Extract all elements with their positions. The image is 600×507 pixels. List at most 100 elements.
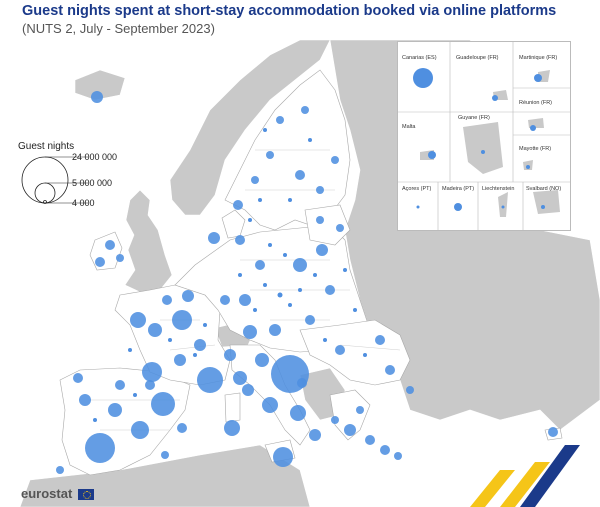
bubble — [145, 380, 155, 390]
bubble — [492, 95, 498, 101]
bubble — [208, 232, 220, 244]
bubble — [501, 205, 505, 209]
bubble — [548, 427, 558, 437]
bubble — [336, 224, 344, 232]
legend-value-large: 24 000 000 — [72, 152, 118, 162]
bubble — [130, 312, 146, 328]
bubble — [331, 416, 339, 424]
bubble — [172, 310, 192, 330]
bubble — [91, 91, 103, 103]
bubble — [105, 240, 115, 250]
inset-label-malta: Malta — [402, 124, 416, 130]
bubble — [416, 205, 420, 209]
bubble — [356, 406, 364, 414]
bubble — [316, 216, 324, 224]
eurostat-logo-text: eurostat — [21, 486, 73, 501]
bubble — [235, 235, 245, 245]
bubble — [142, 362, 162, 382]
bubble — [335, 345, 345, 355]
inset-label-mayotte: Mayotte (FR) — [519, 146, 552, 152]
bubble — [79, 394, 91, 406]
bubble — [316, 186, 324, 194]
bubble — [148, 323, 162, 337]
bubble — [95, 257, 105, 267]
bubbles — [56, 91, 558, 474]
legend-value-small: 4 000 — [72, 198, 95, 208]
bubble — [530, 125, 536, 131]
bubble — [73, 373, 83, 383]
bubble — [151, 392, 175, 416]
bubble — [233, 371, 247, 385]
bubble — [262, 397, 278, 413]
bubble — [309, 429, 321, 441]
bubble — [243, 325, 257, 339]
bubble — [325, 285, 335, 295]
bubble — [534, 74, 542, 82]
bubble — [297, 378, 307, 388]
inset-panel: Canarias (ES) Guadeloupe (FR) Martinique… — [397, 41, 571, 231]
bubble — [406, 386, 414, 394]
bubble — [220, 295, 230, 305]
inset-label-canarias: Canarias (ES) — [402, 55, 437, 61]
bubble — [331, 156, 339, 164]
bubble — [182, 290, 194, 302]
inset-grid — [398, 42, 570, 230]
bubble — [290, 405, 306, 421]
bubble — [295, 170, 305, 180]
bubble — [56, 466, 64, 474]
bubble — [255, 353, 269, 367]
bubble — [526, 165, 530, 169]
legend-title: Guest nights — [18, 141, 75, 152]
bubble — [293, 258, 307, 272]
bubble — [197, 367, 223, 393]
bubble — [255, 260, 265, 270]
inset-label-liechtenstein: Liechtenstein — [482, 186, 515, 192]
bubble — [251, 176, 259, 184]
bubble — [194, 339, 206, 351]
inset-label-svalbard: Svalbard (NO) — [526, 186, 562, 192]
bubble — [394, 452, 402, 460]
bubble — [115, 380, 125, 390]
bubble — [454, 203, 462, 211]
bubble — [266, 151, 274, 159]
eurostat-stripes — [470, 445, 580, 507]
bubble — [385, 365, 395, 375]
eurostat-logo: eurostat — [21, 486, 94, 501]
inset-label-reunion: Réunion (FR) — [519, 100, 553, 106]
bubble — [174, 354, 186, 366]
inset-label-acores: Açores (PT) — [402, 186, 432, 192]
bubble — [224, 349, 236, 361]
inset-label-madeira: Madeira (PT) — [442, 186, 475, 192]
bubble — [481, 150, 485, 154]
bubble — [269, 324, 281, 336]
bubble — [108, 403, 122, 417]
bubble — [224, 420, 240, 436]
bubble — [316, 244, 328, 256]
map-subtitle: (NUTS 2, July - September 2023) — [22, 21, 215, 36]
bubble — [413, 68, 433, 88]
bubble — [344, 424, 356, 436]
bubble — [162, 295, 172, 305]
inset-label-guyane: Guyane (FR) — [458, 115, 490, 121]
bubble — [85, 433, 115, 463]
bubble — [428, 151, 436, 159]
legend-value-medium: 5 000 000 — [72, 178, 113, 188]
bubble — [301, 106, 309, 114]
bubble — [276, 116, 284, 124]
bubble — [273, 447, 293, 467]
bubble — [131, 421, 149, 439]
bubble — [239, 294, 251, 306]
bubble — [380, 445, 390, 455]
bubble — [116, 254, 124, 262]
small-bubbles — [93, 128, 367, 422]
bubble — [305, 315, 315, 325]
inset-label-martinique: Martinique (FR) — [519, 55, 558, 61]
inset-label-guadeloupe: Guadeloupe (FR) — [456, 55, 499, 61]
bubble — [541, 205, 545, 209]
bubble — [365, 435, 375, 445]
bubble — [242, 384, 254, 396]
bubble — [161, 451, 169, 459]
legend-circles — [21, 156, 88, 204]
eu-flag-icon — [77, 489, 94, 501]
map-title: Guest nights spent at short-stay accommo… — [22, 3, 557, 19]
